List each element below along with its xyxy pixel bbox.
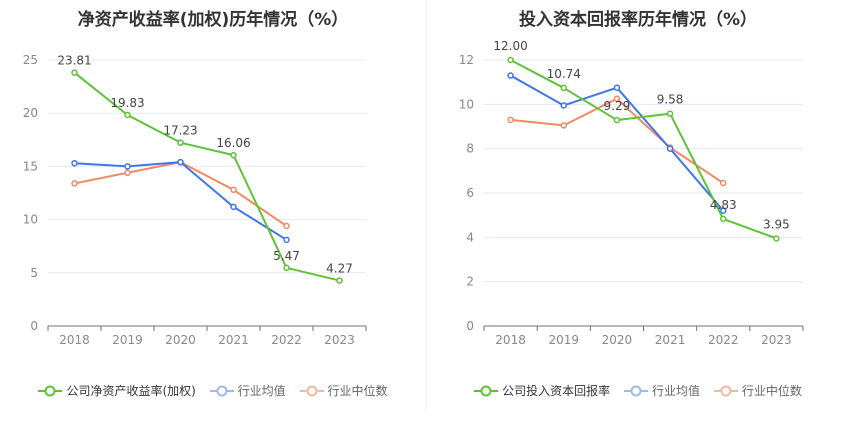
legend-line-marker-icon	[209, 385, 234, 396]
y-tick-label: 8	[466, 142, 474, 156]
data-label: 10.74	[547, 67, 581, 81]
legend-label: 行业均值	[237, 384, 286, 398]
data-point	[560, 84, 567, 92]
y-tick-label: 5	[30, 266, 38, 280]
roic-chart-panel: 投入资本回报率历年情况（%） 0 2 4 6 8 10 12 2018 2019 2020 2021…	[426, 0, 850, 437]
x-tick-label: 2019	[112, 333, 143, 347]
legend-item-company[interactable]: 公司净资产收益率(加权)	[38, 382, 196, 399]
data-label: 12.00	[493, 39, 527, 53]
y-tick-label: 12	[459, 53, 474, 67]
x-tick-label: 2021	[218, 333, 249, 347]
data-point	[124, 163, 131, 170]
data-label: 23.81	[57, 54, 91, 68]
data-label: 17.23	[163, 124, 197, 138]
legend-line-marker-icon	[299, 385, 324, 396]
x-tick-label: 2020	[165, 333, 196, 347]
data-label: 16.06	[216, 136, 250, 150]
legend-item-industry-mean[interactable]: 行业均值	[623, 382, 700, 399]
data-point	[283, 222, 290, 230]
data-point	[507, 72, 514, 79]
data-point	[613, 84, 621, 91]
series-line	[510, 59, 777, 240]
data-point	[230, 203, 237, 211]
legend-label: 行业均值	[651, 384, 700, 398]
y-tick-label: 10	[23, 213, 38, 227]
x-tick-label: 2021	[655, 333, 686, 347]
legend-label: 公司投入资本回报率	[502, 384, 611, 398]
data-point	[124, 111, 131, 119]
data-point	[177, 158, 184, 166]
data-point	[720, 215, 727, 223]
chart-legend: 公司净资产收益率(加权) 行业均值 行业中位数	[0, 382, 426, 399]
data-point	[71, 69, 78, 76]
roic-chart-plot: 0 2 4 6 8 10 12 2018 2019 2020 2021 2022 2023 12.00 10…	[459, 39, 804, 347]
x-tick-label: 2018	[495, 333, 526, 347]
legend-label: 行业中位数	[327, 384, 388, 398]
data-point	[177, 139, 184, 146]
data-point	[720, 179, 727, 187]
x-tick-label: 2022	[708, 333, 739, 347]
panel-divider	[426, 0, 427, 410]
y-tick-label: 4	[466, 230, 474, 244]
x-tick-label: 2019	[548, 333, 579, 347]
legend-line-marker-icon	[713, 385, 738, 396]
roe-chart-plot: 0 5 10 15 20 25 2018 2019 2020 2021 2022 2023 23.81 1…	[23, 53, 367, 347]
data-point	[71, 159, 78, 167]
x-tick-label: 2020	[602, 333, 633, 347]
legend-item-industry-median[interactable]: 行业中位数	[299, 382, 388, 399]
y-tick-label: 10	[459, 97, 474, 111]
x-tick-label: 2018	[59, 333, 90, 347]
legend-line-marker-icon	[623, 385, 648, 396]
data-point	[720, 207, 727, 214]
legend-line-marker-icon	[474, 385, 499, 396]
data-point	[230, 186, 237, 194]
data-point	[773, 235, 780, 242]
data-point	[560, 102, 567, 109]
legend-label: 公司净资产收益率(加权)	[66, 384, 196, 398]
y-tick-label: 20	[23, 106, 38, 120]
data-point	[507, 116, 514, 124]
data-point	[613, 95, 621, 103]
data-point	[71, 180, 78, 187]
data-point	[613, 116, 621, 124]
data-label: 3.95	[763, 217, 790, 231]
y-tick-label: 2	[466, 275, 474, 289]
series-line	[74, 161, 288, 227]
legend-item-company[interactable]: 公司投入资本回报率	[474, 382, 610, 399]
legend-line-marker-icon	[38, 385, 63, 396]
series-line	[73, 71, 340, 282]
data-label: 4.83	[710, 198, 737, 212]
y-tick-label: 6	[466, 186, 474, 200]
data-label: 9.29	[604, 99, 631, 113]
data-point	[666, 110, 674, 117]
x-tick-label: 2023	[761, 333, 792, 347]
data-point	[666, 145, 674, 152]
data-point	[336, 277, 343, 284]
data-point	[507, 56, 514, 64]
data-point	[230, 151, 237, 159]
data-point	[124, 169, 131, 177]
data-label: 9.58	[657, 93, 684, 107]
legend-item-industry-mean[interactable]: 行业均值	[209, 382, 286, 399]
y-tick-label: 0	[30, 319, 38, 333]
y-tick-label: 15	[23, 159, 38, 173]
data-label: 19.83	[110, 96, 144, 110]
y-tick-label: 0	[466, 319, 474, 333]
chart-title: 净资产收益率(加权)历年情况（%）	[77, 10, 349, 30]
chart-title: 投入资本回报率历年情况（%）	[518, 10, 758, 30]
legend-item-industry-median[interactable]: 行业中位数	[713, 382, 802, 399]
data-label: 5.47	[273, 249, 300, 263]
data-point	[560, 122, 567, 129]
x-tick-label: 2022	[271, 333, 302, 347]
data-point	[283, 264, 290, 272]
y-tick-label: 25	[23, 53, 38, 67]
chart-legend: 公司投入资本回报率 行业均值 行业中位数	[426, 382, 850, 399]
data-label: 4.27	[326, 262, 353, 276]
data-point	[283, 236, 290, 244]
roe-chart-panel: 净资产收益率(加权)历年情况（%） 0 5 10 15 20 25 2018 2019 2020…	[0, 10, 426, 399]
x-tick-label: 2023	[324, 333, 355, 347]
legend-label: 行业中位数	[741, 384, 802, 398]
